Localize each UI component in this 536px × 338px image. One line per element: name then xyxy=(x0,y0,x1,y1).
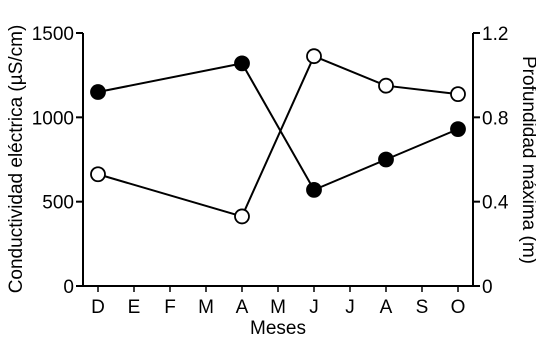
x-axis-title: Meses xyxy=(250,318,306,338)
data-point-open xyxy=(450,86,466,103)
data-point-filled xyxy=(306,181,322,198)
data-point-open xyxy=(306,48,322,65)
x-tick-label: J xyxy=(345,297,355,318)
x-tick-label: E xyxy=(128,297,141,318)
y-right-tick-label: 0.8 xyxy=(482,108,508,129)
y-left-tick-label: 500 xyxy=(42,193,74,214)
x-tick-label: F xyxy=(164,297,176,318)
y-left-tick-label: 1000 xyxy=(32,108,74,129)
y-right-tick-label: 0.4 xyxy=(482,193,509,214)
data-point-open xyxy=(90,166,106,183)
y-left-tick-label: 1500 xyxy=(32,24,74,45)
y-axis-right-title: Profundidad máxima (m) xyxy=(518,56,536,264)
series-line-1 xyxy=(97,62,459,192)
data-point-filled xyxy=(234,55,250,72)
x-tick-label: A xyxy=(380,297,393,318)
x-tick-label: S xyxy=(416,297,429,318)
y-right-tick-label: 1.2 xyxy=(482,24,508,45)
data-point-filled xyxy=(90,84,106,100)
y-left-tick-label: 0 xyxy=(63,277,74,298)
x-tick-label: O xyxy=(451,297,466,318)
data-point-filled xyxy=(450,121,466,138)
x-tick-label: M xyxy=(198,297,214,318)
x-tick-label: D xyxy=(91,297,105,318)
x-tick-label: M xyxy=(270,297,286,318)
y-right-tick-label: 0 xyxy=(482,277,493,298)
series-line-2 xyxy=(97,54,459,218)
data-point-open xyxy=(378,77,394,94)
x-tick-label: J xyxy=(309,297,319,318)
data-point-open xyxy=(234,208,250,225)
x-tick-label: A xyxy=(236,297,249,318)
data-point-filled xyxy=(378,151,394,168)
y-axis-left-title: Conductividad eléctrica (µS/cm) xyxy=(6,25,27,294)
axes xyxy=(76,32,480,292)
series xyxy=(90,48,466,225)
